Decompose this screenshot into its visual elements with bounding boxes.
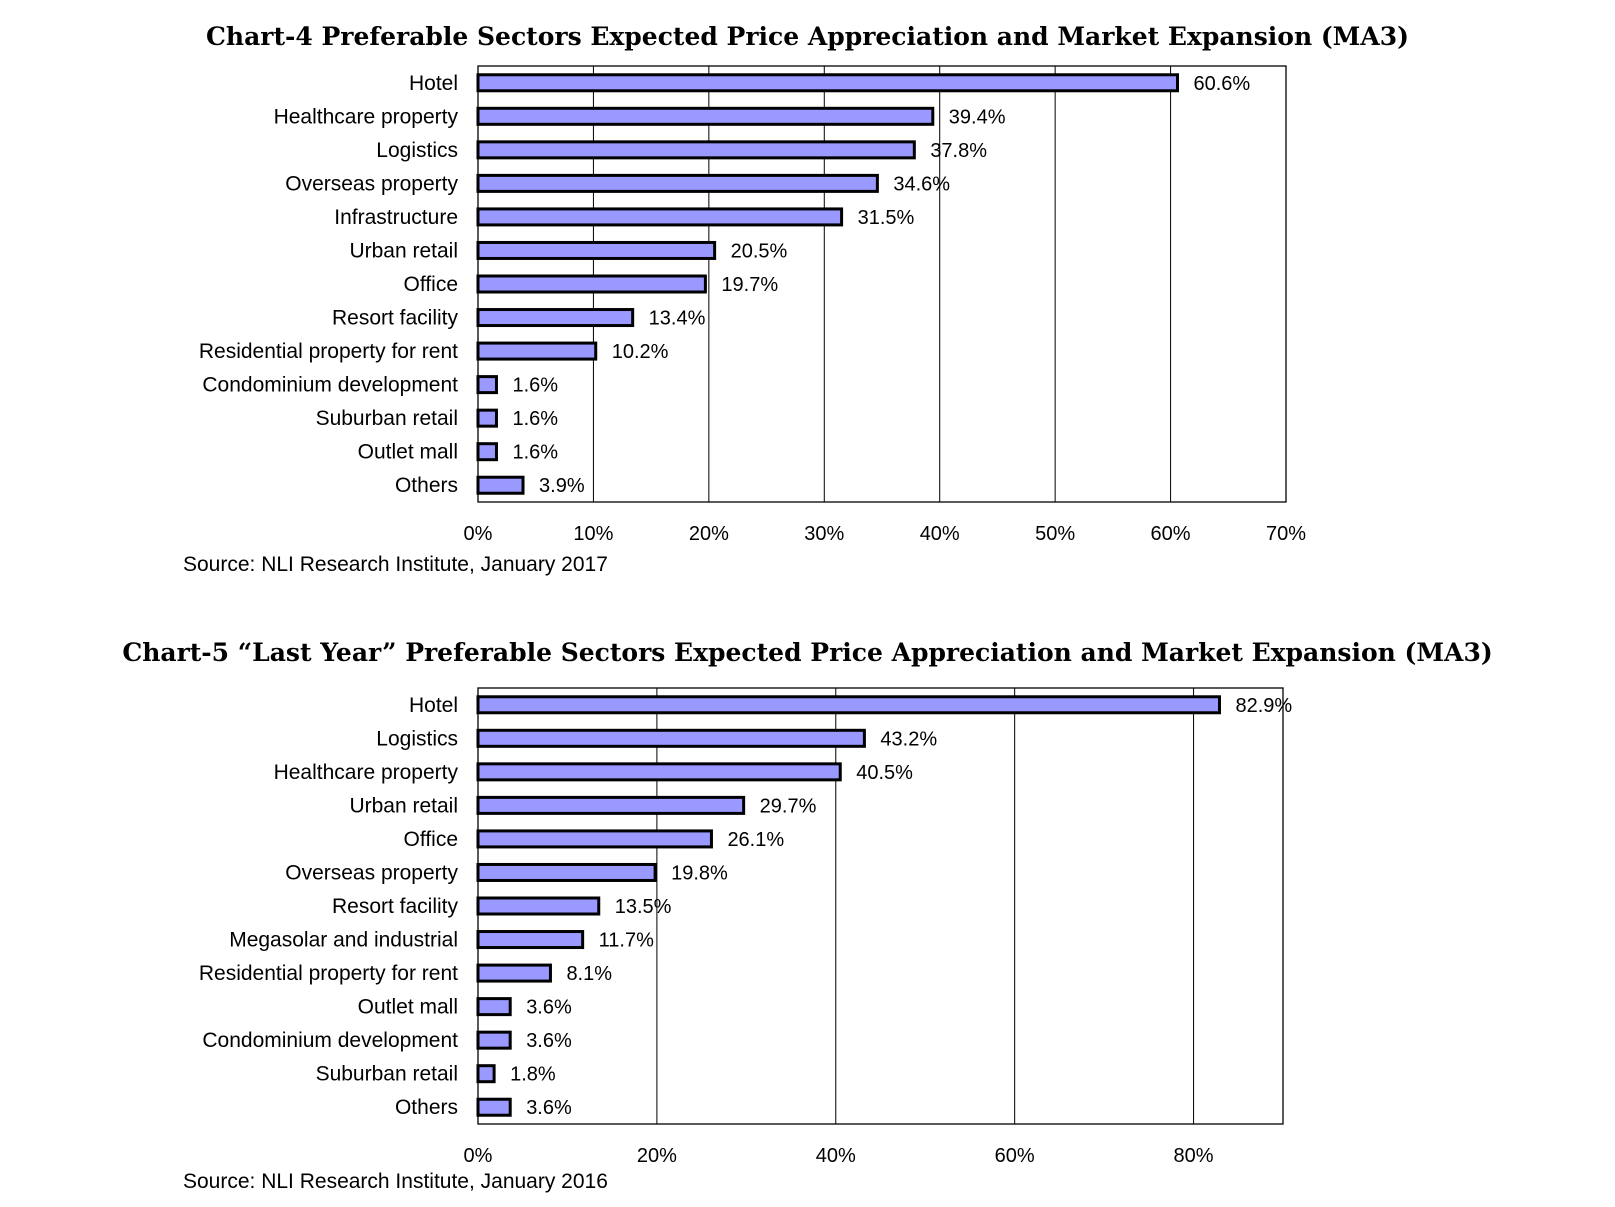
chart4-bar	[476, 106, 935, 126]
chart4-bar	[476, 375, 498, 395]
chart4-x-tick-label: 50%	[1035, 523, 1075, 545]
chart4-x-tick-label: 60%	[1151, 523, 1191, 545]
chart4-value-label: 1.6%	[512, 408, 558, 430]
chart4-value-label: 37.8%	[930, 140, 987, 162]
chart4-bar	[476, 442, 498, 462]
chart4-value-label: 19.7%	[721, 274, 778, 296]
chart5-bar	[476, 963, 552, 983]
chart4-category-label: Urban retail	[349, 239, 458, 262]
chart5-category-label: Urban retail	[349, 794, 458, 817]
chart5-bar	[476, 695, 1221, 715]
chart5-value-label: 40.5%	[856, 762, 913, 784]
chart4-category-label: Logistics	[376, 139, 458, 162]
chart4-bar	[476, 140, 916, 160]
chart4-bar	[476, 475, 525, 495]
chart5-category-label: Suburban retail	[316, 1063, 458, 1086]
chart5-value-label: 43.2%	[880, 728, 937, 750]
chart4-value-label: 3.9%	[539, 475, 585, 497]
chart5-x-tick-label: 60%	[995, 1145, 1035, 1167]
chart5-category-label: Office	[404, 828, 458, 851]
chart5-value-label: 13.5%	[615, 896, 672, 918]
chart5-value-label: 8.1%	[566, 963, 612, 985]
chart5-category-label: Condominium development	[202, 1029, 458, 1052]
chart4-category-label: Residential property for rent	[199, 340, 458, 363]
chart5-title: Chart-5 “Last Year” Preferable Sectors E…	[122, 638, 1493, 667]
chart4-category-label: Suburban retail	[316, 407, 458, 430]
chart4-bar	[476, 408, 498, 428]
chart4-category-label: Healthcare property	[274, 105, 459, 128]
chart5-bar	[476, 896, 601, 916]
chart4-source: Source: NLI Research Institute, January …	[183, 553, 608, 576]
chart5-source: Source: NLI Research Institute, January …	[183, 1170, 608, 1193]
chart5-bar	[476, 997, 512, 1017]
chart4-bar	[476, 274, 707, 294]
chart5-bar	[476, 862, 657, 882]
chart5-bar	[476, 1064, 496, 1084]
chart5-category-label: Hotel	[409, 694, 458, 717]
chart5-x-tick-label: 40%	[816, 1145, 856, 1167]
chart4-value-label: 60.6%	[1193, 73, 1250, 95]
chart5-value-label: 11.7%	[599, 930, 654, 952]
chart4-value-label: 1.6%	[512, 375, 558, 397]
chart5-value-label: 82.9%	[1235, 695, 1292, 717]
chart5-category-label: Outlet mall	[358, 996, 458, 1019]
chart5-category-label: Residential property for rent	[199, 962, 458, 985]
chart4-category-label: Infrastructure	[334, 206, 458, 229]
chart5-category-label: Resort facility	[332, 895, 459, 918]
chart5-plot: 0% 20% 40% 60% 80% Hotel 82.9% Logistics 43.2% He…	[199, 687, 1292, 1167]
chart4-x-tick-label: 10%	[573, 523, 613, 545]
chart4-category-label: Hotel	[409, 72, 458, 95]
chart4-value-label: 31.5%	[858, 207, 915, 229]
chart4-category-label: Condominium development	[202, 374, 458, 397]
chart5-bar	[476, 1097, 512, 1117]
chart4-category-label: Others	[395, 474, 458, 497]
chart5-category-label: Logistics	[376, 727, 458, 750]
chart5-value-label: 3.6%	[526, 1097, 572, 1119]
chart4-value-label: 39.4%	[949, 106, 1006, 128]
chart5-bar	[476, 829, 713, 849]
chart4-value-label: 34.6%	[893, 173, 950, 195]
chart5-bar	[476, 728, 866, 748]
chart4-bar	[476, 341, 598, 361]
chart4-category-label: Outlet mall	[358, 441, 458, 464]
chart5-value-label: 19.8%	[671, 862, 728, 884]
chart4-category-label: Overseas property	[285, 172, 458, 195]
chart5-category-label: Megasolar and industrial	[229, 929, 458, 952]
chart4-bar	[476, 73, 1179, 93]
chart5-category-label: Overseas property	[285, 861, 458, 884]
chart5-category-label: Healthcare property	[274, 761, 459, 784]
chart4-x-tick-label: 0%	[464, 523, 493, 545]
chart5-value-label: 26.1%	[727, 829, 784, 851]
chart5-value-label: 1.8%	[510, 1064, 556, 1086]
chart4-value-label: 10.2%	[612, 341, 669, 363]
chart5-bar	[476, 795, 746, 815]
chart4-bar	[476, 173, 879, 193]
chart5-x-tick-label: 80%	[1174, 1145, 1214, 1167]
chart5-value-label: 3.6%	[526, 1030, 572, 1052]
chart4-value-label: 13.4%	[649, 308, 706, 330]
chart4-bar	[476, 240, 717, 260]
chart5-x-tick-label: 20%	[637, 1145, 677, 1167]
chart4-category-label: Office	[404, 273, 458, 296]
chart4-value-label: 20.5%	[731, 240, 788, 262]
chart4-x-tick-label: 70%	[1266, 523, 1306, 545]
chart4-value-label: 1.6%	[512, 442, 558, 464]
chart5-category-label: Others	[395, 1096, 458, 1119]
chart5-bar	[476, 762, 842, 782]
chart5-bar	[476, 1030, 512, 1050]
chart4-title: Chart-4 Preferable Sectors Expected Pric…	[206, 22, 1409, 51]
chart4-x-tick-label: 20%	[689, 523, 729, 545]
chart5-x-tick-label: 0%	[464, 1145, 493, 1167]
chart5-value-label: 3.6%	[526, 997, 572, 1019]
chart5-value-label: 29.7%	[760, 795, 817, 817]
chart5-bar	[476, 930, 585, 950]
chart4-category-label: Resort facility	[332, 307, 459, 330]
chart4-bar	[476, 207, 844, 227]
chart4-bar	[476, 308, 635, 328]
chart4-x-tick-label: 40%	[920, 523, 960, 545]
chart4-plot: 0% 10% 20% 30% 40% 50% 60% 70% Hotel 60.6% Healthc…	[199, 65, 1306, 545]
chart4-x-tick-label: 30%	[804, 523, 844, 545]
